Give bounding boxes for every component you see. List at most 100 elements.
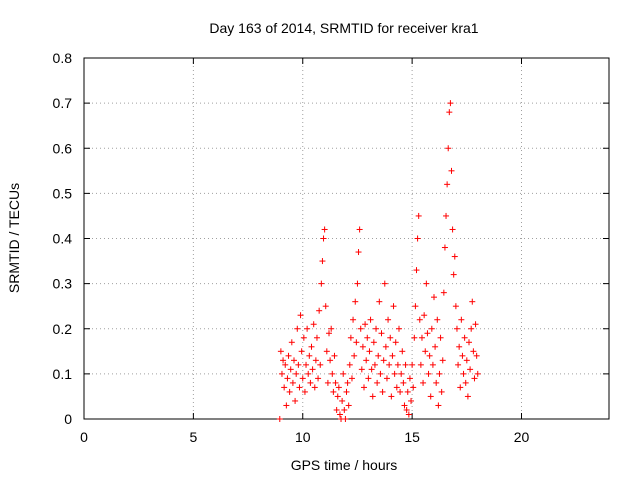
data-point — [377, 370, 384, 377]
data-point — [424, 330, 431, 337]
data-point — [293, 370, 300, 377]
data-point — [366, 348, 373, 355]
data-point — [282, 361, 289, 368]
data-point — [276, 416, 283, 422]
data-point — [339, 397, 346, 404]
x-tick-label: 10 — [295, 429, 311, 445]
data-point — [329, 370, 336, 377]
data-point — [359, 343, 366, 350]
data-point — [371, 361, 378, 368]
data-point — [320, 235, 327, 242]
data-point — [445, 145, 452, 152]
data-point — [334, 393, 341, 400]
data-point — [472, 321, 479, 328]
data-point — [356, 226, 363, 233]
data-point — [385, 316, 392, 323]
data-point — [345, 402, 352, 409]
data-point — [393, 384, 400, 391]
data-point — [289, 379, 296, 386]
data-point — [458, 316, 465, 323]
data-point — [399, 348, 406, 355]
data-point — [311, 384, 318, 391]
data-point — [319, 258, 326, 265]
data-point — [350, 316, 357, 323]
data-point — [367, 316, 374, 323]
data-point — [408, 397, 415, 404]
data-point — [369, 393, 376, 400]
data-point — [305, 370, 312, 377]
data-point — [321, 226, 328, 233]
data-point — [341, 406, 348, 413]
data-point — [285, 352, 292, 359]
data-point — [387, 334, 394, 341]
data-point — [296, 384, 303, 391]
data-point — [322, 303, 329, 310]
data-point — [471, 375, 478, 382]
data-point — [436, 370, 443, 377]
data-point — [357, 325, 364, 332]
data-point — [373, 325, 380, 332]
data-point — [323, 348, 330, 355]
data-point — [448, 167, 455, 174]
data-point — [432, 343, 439, 350]
data-point — [317, 361, 324, 368]
data-point — [308, 343, 315, 350]
data-point — [351, 352, 358, 359]
data-point — [327, 357, 334, 364]
data-point — [392, 339, 399, 346]
data-point — [455, 361, 462, 368]
data-point — [358, 366, 365, 373]
data-point — [443, 212, 450, 219]
x-axis-label: GPS time / hours — [291, 457, 398, 473]
data-point — [415, 212, 422, 219]
data-point — [464, 393, 471, 400]
data-point — [459, 352, 466, 359]
data-point — [295, 361, 302, 368]
data-point — [452, 303, 459, 310]
data-point — [389, 352, 396, 359]
data-point — [381, 280, 388, 287]
data-point — [418, 334, 425, 341]
data-point — [397, 388, 404, 395]
data-point — [312, 357, 319, 364]
data-point — [406, 375, 413, 382]
data-points — [276, 100, 481, 422]
data-point — [401, 402, 408, 409]
data-point — [473, 352, 480, 359]
data-point — [379, 388, 386, 395]
data-point — [287, 366, 294, 373]
data-point — [284, 375, 291, 382]
data-point — [435, 402, 442, 409]
data-point — [461, 334, 468, 341]
data-point — [414, 235, 421, 242]
data-point — [457, 384, 464, 391]
data-point — [292, 397, 299, 404]
data-point — [344, 379, 351, 386]
data-point — [346, 361, 353, 368]
data-point — [470, 348, 477, 355]
y-axis-label: SRMTID / TECUs — [6, 183, 22, 293]
y-tick-label: 0.5 — [53, 185, 73, 201]
data-point — [278, 370, 285, 377]
data-point — [468, 325, 475, 332]
data-point — [355, 249, 362, 256]
data-point — [368, 366, 375, 373]
data-point — [403, 406, 410, 413]
data-point — [422, 348, 429, 355]
data-point — [307, 379, 314, 386]
data-point — [396, 325, 402, 332]
data-point — [365, 375, 372, 382]
data-point — [463, 357, 470, 364]
data-point — [362, 321, 369, 328]
data-point — [326, 330, 332, 337]
data-point — [427, 393, 434, 400]
data-point — [417, 361, 424, 368]
data-point — [352, 298, 359, 305]
data-point — [441, 244, 448, 251]
data-point — [456, 343, 463, 350]
data-point — [340, 370, 347, 377]
y-tick-label: 0.6 — [53, 140, 73, 156]
data-point — [363, 357, 370, 364]
data-point — [474, 370, 481, 377]
data-point — [449, 226, 456, 233]
